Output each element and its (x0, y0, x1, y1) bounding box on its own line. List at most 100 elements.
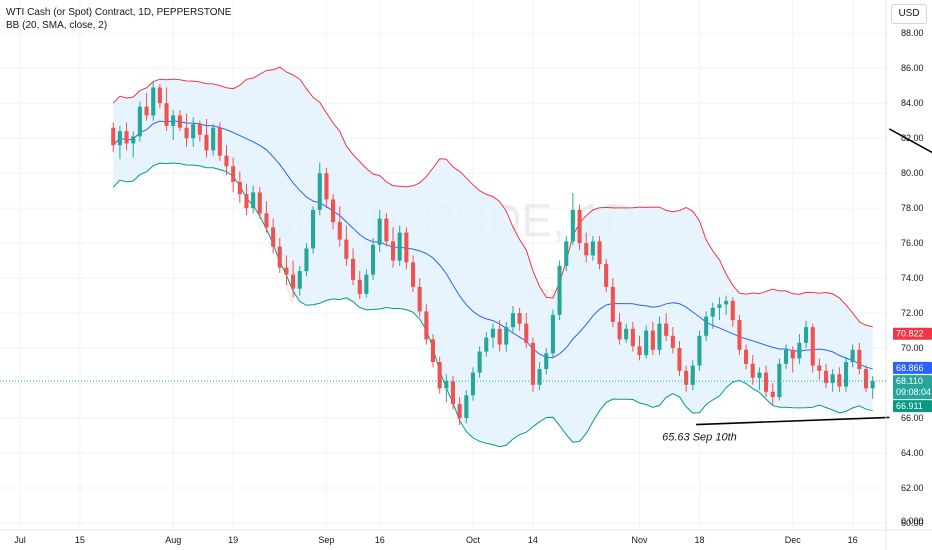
candle (404, 227, 409, 270)
x-tick-label: Aug (165, 535, 181, 545)
candle-body (311, 209, 316, 249)
candle-body (231, 166, 236, 182)
upper-band-line (112, 66, 873, 328)
candle-body (184, 127, 189, 139)
candle-body (697, 335, 702, 366)
candle-body (131, 136, 136, 144)
candle (604, 258, 609, 293)
candle-body (617, 321, 622, 340)
candle-body (597, 241, 602, 265)
candle (630, 321, 635, 352)
candle (810, 323, 815, 373)
candle (830, 369, 835, 392)
candle-body (251, 192, 256, 209)
candle-body (204, 134, 209, 151)
candle (664, 313, 669, 342)
candle-body (657, 323, 662, 350)
trendlines (696, 128, 932, 426)
y-zero-label: 0.000 (901, 516, 924, 526)
candle-body (351, 258, 356, 280)
candle (697, 330, 702, 371)
candle (597, 236, 602, 270)
currency-button[interactable]: USD (891, 4, 927, 24)
candle (437, 356, 442, 394)
candle-body (564, 241, 569, 266)
candle-body (457, 404, 462, 419)
candle (391, 227, 396, 268)
candle (351, 248, 356, 286)
candle-body (604, 264, 609, 287)
candle (730, 297, 735, 328)
candle (231, 157, 236, 193)
candle-body (577, 209, 582, 244)
candle (657, 316, 662, 356)
indicator-legend[interactable]: BB (20, SMA, close, 2) (6, 20, 108, 31)
x-tick-label: 14 (528, 535, 538, 545)
candle (870, 376, 875, 399)
candle-body (191, 124, 196, 139)
candle-body (257, 192, 262, 214)
candle (550, 309, 555, 359)
candle (204, 118, 209, 158)
candle (151, 82, 156, 121)
candle (397, 225, 402, 266)
candle-body (717, 304, 722, 308)
candle (457, 397, 462, 426)
x-tick-label: 16 (848, 535, 858, 545)
x-tick-label: 19 (228, 535, 238, 545)
candle (704, 311, 709, 342)
candle (304, 243, 309, 277)
y-tick-label: 84.00 (901, 98, 924, 108)
candle-body (497, 328, 502, 345)
candle-body (211, 127, 216, 151)
candle (450, 376, 455, 410)
candle-body (244, 194, 249, 209)
x-tick-label: Jul (14, 535, 26, 545)
candle-body (784, 349, 789, 364)
candle (504, 321, 509, 352)
candle-body (624, 328, 629, 340)
x-tick-label: 15 (75, 535, 85, 545)
candle (111, 122, 116, 153)
candle (557, 260, 562, 321)
candle-body (644, 330, 649, 356)
candle (337, 206, 342, 247)
y-tick-label: 78.00 (901, 203, 924, 213)
candle-body (863, 369, 868, 389)
candle (757, 367, 762, 391)
candle (564, 236, 569, 272)
candle-body (264, 213, 269, 228)
candle-body (664, 323, 669, 336)
candle (157, 83, 162, 109)
candle (764, 365, 769, 398)
candle (184, 113, 189, 147)
candle (371, 237, 376, 280)
candle-body (470, 372, 475, 396)
upper-band-price-tag: 70.822 (896, 329, 924, 339)
x-tick-label: Sep (318, 535, 334, 545)
candle-body (297, 271, 302, 289)
candle-body (337, 222, 342, 240)
candle-body (171, 115, 176, 126)
candle-body (484, 337, 489, 352)
candle (737, 314, 742, 356)
candle-body (464, 395, 469, 418)
bollinger-bands (112, 66, 873, 448)
candle (317, 162, 322, 216)
candle (131, 131, 136, 158)
candle-body (157, 87, 162, 104)
candle-body (397, 232, 402, 261)
candle (863, 365, 868, 392)
candle-body (557, 265, 562, 315)
candle-body (364, 274, 369, 294)
y-tick-label: 64.00 (901, 448, 924, 458)
candle-body (630, 328, 635, 347)
candle-body (830, 374, 835, 383)
candle (424, 304, 429, 345)
candle (244, 183, 249, 216)
y-tick-label: 60.00 (901, 518, 924, 528)
candle-body (357, 279, 362, 294)
candle-body (177, 115, 182, 128)
